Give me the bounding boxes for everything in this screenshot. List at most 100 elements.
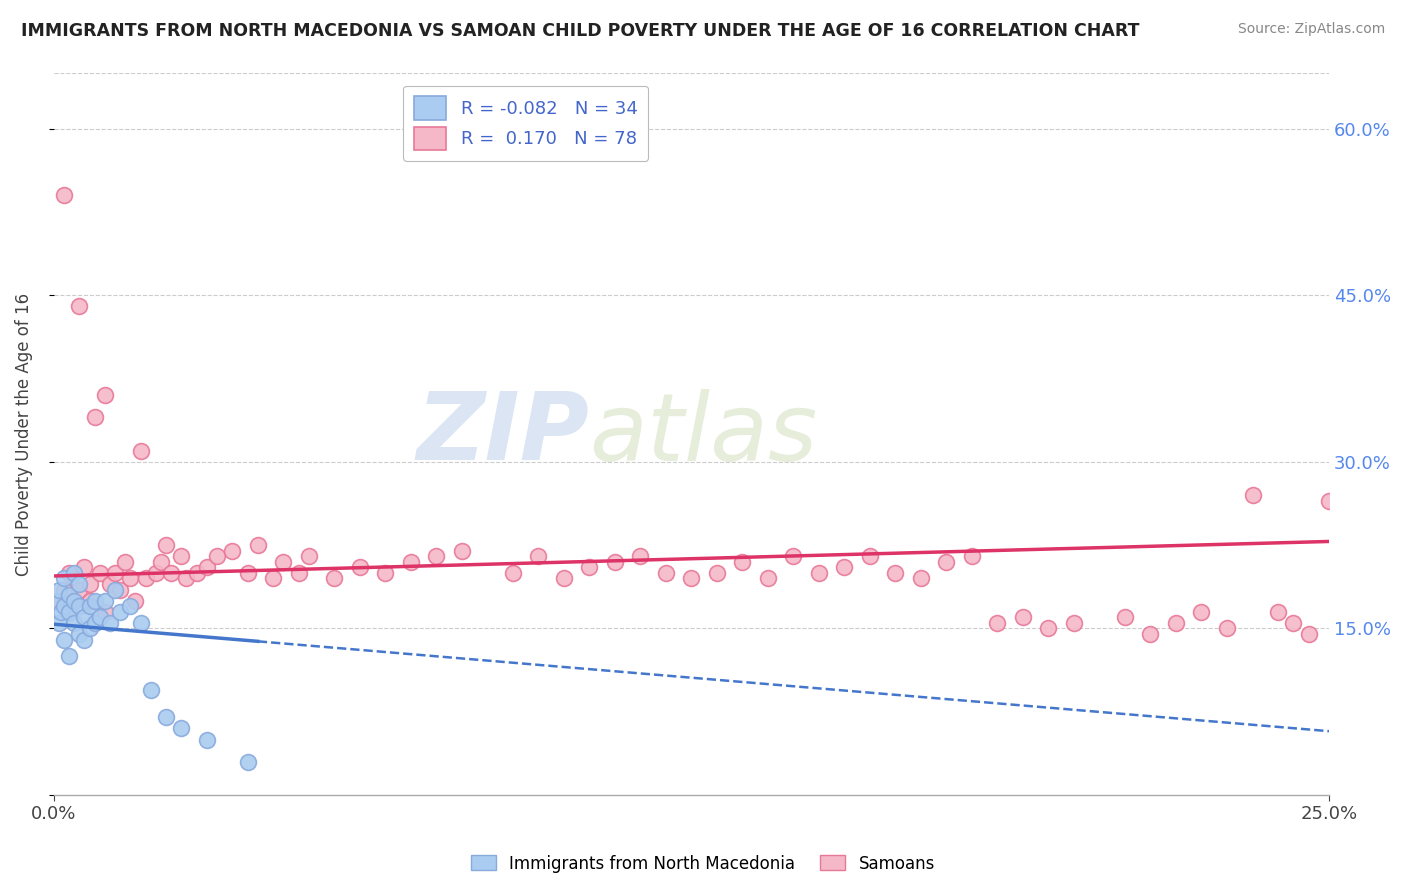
Point <box>834 560 856 574</box>
Point <box>79 577 101 591</box>
Point <box>53 632 76 647</box>
Point <box>935 555 957 569</box>
Point <box>1063 615 1085 630</box>
Point <box>553 571 575 585</box>
Point <box>83 615 105 630</box>
Point <box>48 582 70 597</box>
Point <box>58 605 80 619</box>
Point <box>451 543 474 558</box>
Point <box>104 582 127 597</box>
Point <box>63 615 86 630</box>
Point <box>1267 605 1289 619</box>
Point <box>63 593 86 607</box>
Point <box>67 577 90 591</box>
Point <box>94 593 117 607</box>
Point <box>155 710 177 724</box>
Point <box>67 627 90 641</box>
Point <box>628 549 651 564</box>
Point <box>63 593 86 607</box>
Point <box>323 571 346 585</box>
Point <box>236 755 259 769</box>
Point <box>73 632 96 647</box>
Text: IMMIGRANTS FROM NORTH MACEDONIA VS SAMOAN CHILD POVERTY UNDER THE AGE OF 16 CORR: IMMIGRANTS FROM NORTH MACEDONIA VS SAMOA… <box>21 22 1140 40</box>
Text: ZIP: ZIP <box>416 388 589 480</box>
Point <box>731 555 754 569</box>
Point <box>79 593 101 607</box>
Point <box>986 615 1008 630</box>
Point <box>67 599 90 614</box>
Point <box>124 593 146 607</box>
Point <box>374 566 396 580</box>
Point <box>221 543 243 558</box>
Point <box>298 549 321 564</box>
Point <box>79 599 101 614</box>
Point <box>756 571 779 585</box>
Point <box>681 571 703 585</box>
Point <box>73 560 96 574</box>
Point <box>246 538 269 552</box>
Point <box>578 560 600 574</box>
Point <box>1298 627 1320 641</box>
Point <box>706 566 728 580</box>
Point <box>67 582 90 597</box>
Point <box>527 549 550 564</box>
Point <box>149 555 172 569</box>
Y-axis label: Child Poverty Under the Age of 16: Child Poverty Under the Age of 16 <box>15 293 32 575</box>
Point <box>205 549 228 564</box>
Point <box>120 571 142 585</box>
Point <box>176 571 198 585</box>
Point <box>83 410 105 425</box>
Point <box>502 566 524 580</box>
Point <box>155 538 177 552</box>
Point <box>53 582 76 597</box>
Point <box>425 549 447 564</box>
Point <box>170 722 193 736</box>
Point <box>135 571 157 585</box>
Point <box>58 649 80 664</box>
Point <box>98 577 121 591</box>
Point <box>73 610 96 624</box>
Point <box>1114 610 1136 624</box>
Point <box>349 560 371 574</box>
Point <box>160 566 183 580</box>
Point <box>399 555 422 569</box>
Point <box>63 566 86 580</box>
Text: Source: ZipAtlas.com: Source: ZipAtlas.com <box>1237 22 1385 37</box>
Point <box>910 571 932 585</box>
Point <box>1164 615 1187 630</box>
Point <box>603 555 626 569</box>
Point <box>782 549 804 564</box>
Point <box>120 599 142 614</box>
Point <box>114 555 136 569</box>
Point <box>1012 610 1035 624</box>
Point <box>1139 627 1161 641</box>
Point <box>94 605 117 619</box>
Point <box>1216 622 1239 636</box>
Point <box>186 566 208 580</box>
Point <box>98 615 121 630</box>
Point <box>104 566 127 580</box>
Point <box>108 605 131 619</box>
Point <box>51 605 73 619</box>
Point <box>262 571 284 585</box>
Point <box>287 566 309 580</box>
Point <box>170 549 193 564</box>
Point <box>807 566 830 580</box>
Point <box>1317 493 1340 508</box>
Point <box>48 593 70 607</box>
Point <box>145 566 167 580</box>
Point <box>53 571 76 585</box>
Point <box>108 582 131 597</box>
Point <box>1038 622 1060 636</box>
Point <box>48 615 70 630</box>
Point <box>45 593 67 607</box>
Point <box>655 566 678 580</box>
Legend: Immigrants from North Macedonia, Samoans: Immigrants from North Macedonia, Samoans <box>464 848 942 880</box>
Point <box>83 593 105 607</box>
Point <box>1241 488 1264 502</box>
Point <box>273 555 295 569</box>
Text: atlas: atlas <box>589 389 818 480</box>
Point <box>89 566 111 580</box>
Point <box>859 549 882 564</box>
Legend: R = -0.082   N = 34, R =  0.170   N = 78: R = -0.082 N = 34, R = 0.170 N = 78 <box>404 86 648 161</box>
